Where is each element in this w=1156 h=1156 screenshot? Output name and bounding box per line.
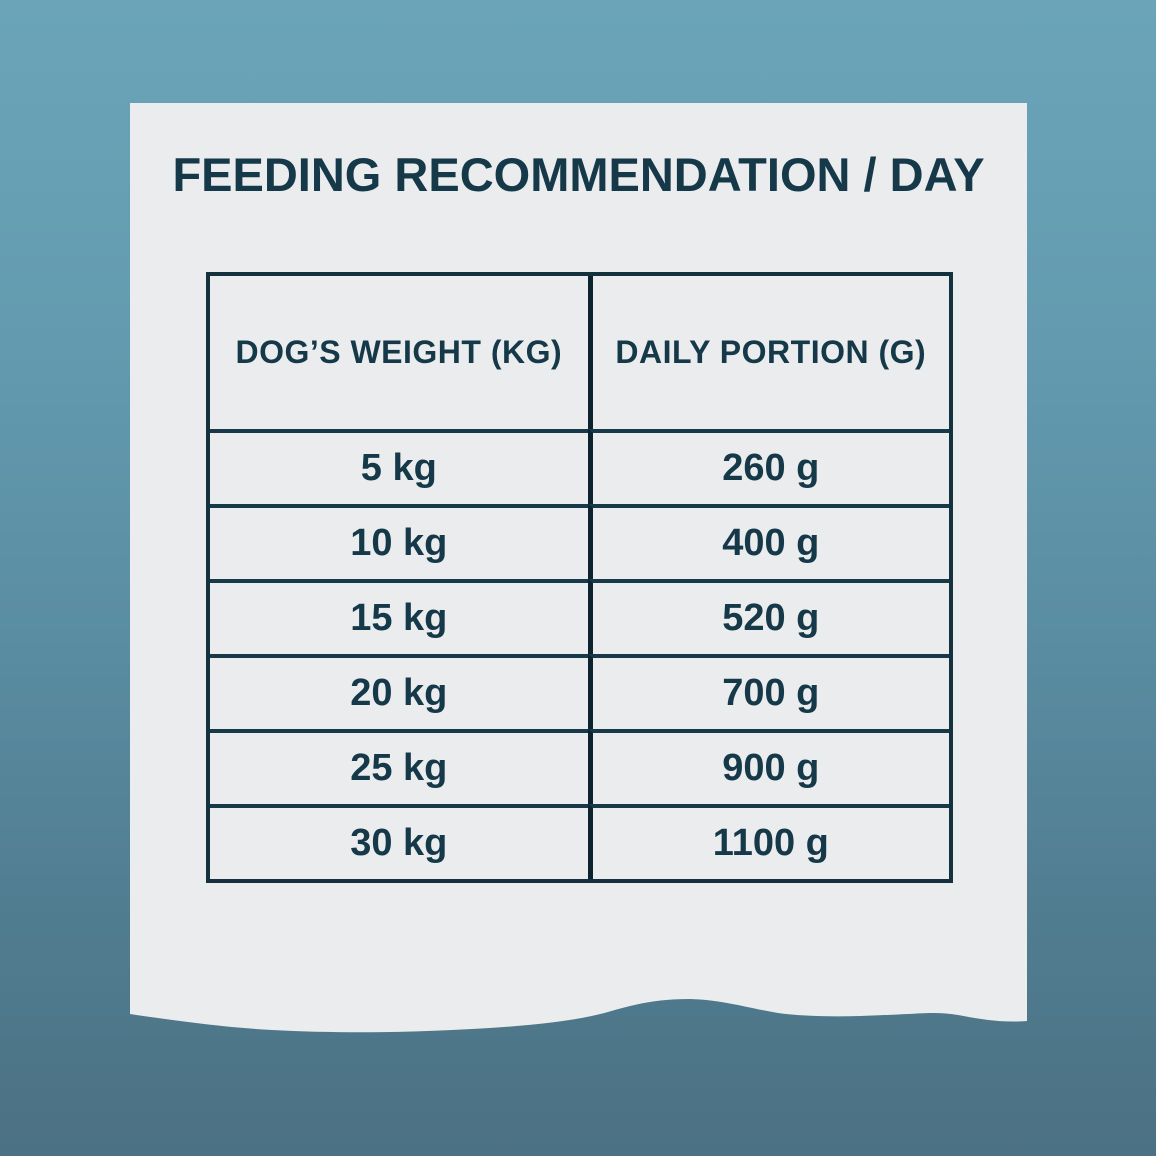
portion-cell: 520 g [587,579,949,654]
col-header-portion: DAILY PORTION (G) [587,276,949,429]
label-content: FEEDING RECOMMENDATION / DAY DOG’S WEIGH… [130,103,1027,1048]
weight-cell: 25 kg [210,729,588,804]
weight-cell: 5 kg [210,429,588,504]
portion-cell: 1100 g [587,804,949,879]
portion-cell: 900 g [587,729,949,804]
torn-paper-shape [130,103,1027,1033]
portion-cell: 260 g [587,429,949,504]
portion-cell: 400 g [587,504,949,579]
weight-cell: 20 kg [210,654,588,729]
portion-cell: 700 g [587,654,949,729]
weight-cell: 15 kg [210,579,588,654]
label-paper: FEEDING RECOMMENDATION / DAY DOG’S WEIGH… [130,103,1027,1048]
weight-cell: 30 kg [210,804,588,879]
feeding-table: DOG’S WEIGHT (KG) DAILY PORTION (G) 5 kg… [206,272,953,883]
weight-cell: 10 kg [210,504,588,579]
col-header-weight: DOG’S WEIGHT (KG) [235,334,563,370]
page-title: FEEDING RECOMMENDATION / DAY [172,148,985,201]
